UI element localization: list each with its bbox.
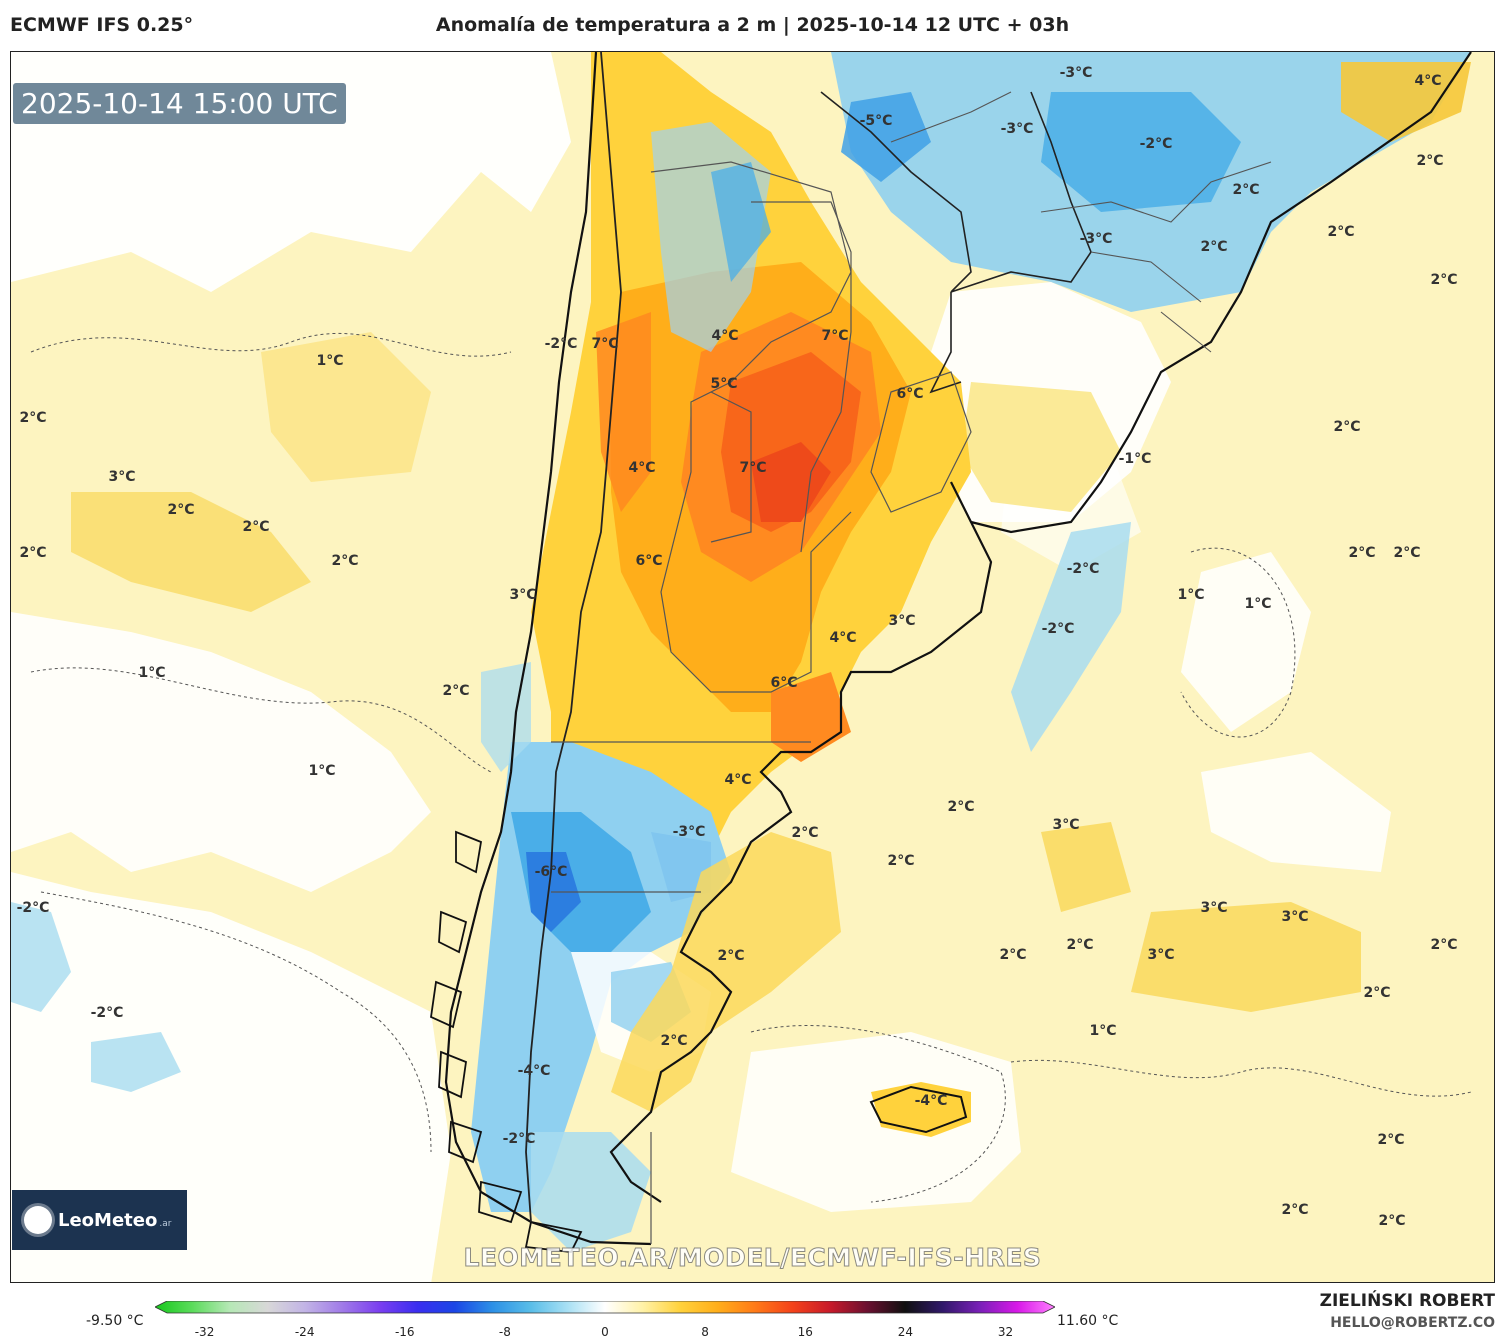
logo-text: LeoMeteo .ar xyxy=(58,1209,172,1231)
anomaly-label: 3°C xyxy=(509,587,537,603)
anomaly-label: 2°C xyxy=(887,853,915,869)
anomaly-label: 2°C xyxy=(1327,224,1355,240)
colorbar-tick-label: 8 xyxy=(701,1325,709,1339)
anomaly-label: -2°C xyxy=(544,336,578,352)
colorbar-min-label: -9.50 °C xyxy=(86,1313,144,1329)
anomaly-label: 1°C xyxy=(138,665,166,681)
anomaly-label: 7°C xyxy=(591,336,619,352)
anomaly-label: 1°C xyxy=(1089,1023,1117,1039)
anomaly-label: 2°C xyxy=(1200,239,1228,255)
anomaly-label: 2°C xyxy=(1393,545,1421,561)
anomaly-label: -5°C xyxy=(859,113,893,129)
anomaly-label: 2°C xyxy=(242,519,270,535)
anomaly-label: -2°C xyxy=(1139,136,1173,152)
anomaly-label: 1°C xyxy=(1177,587,1205,603)
anomaly-label: 2°C xyxy=(1377,1132,1405,1148)
leometeo-logo[interactable]: LeoMeteo .ar xyxy=(12,1190,187,1250)
anomaly-label: -3°C xyxy=(672,824,706,840)
anomaly-label: -3°C xyxy=(1079,231,1113,247)
colorbar xyxy=(155,1301,1055,1314)
anomaly-label: -2°C xyxy=(502,1131,536,1147)
anomaly-label: 2°C xyxy=(167,502,195,518)
anomaly-field xyxy=(11,52,1494,1282)
author-name: ZIELIŃSKI ROBERT xyxy=(1319,1291,1495,1311)
anomaly-label: 3°C xyxy=(1200,900,1228,916)
anomaly-label: -3°C xyxy=(1000,121,1034,137)
map-panel: 2025-10-14 15:00 UTC -2°C 7°C 4°C 7°C 5°C 6°C… xyxy=(10,51,1495,1283)
colorbar-tick-label: 16 xyxy=(797,1325,813,1339)
anomaly-label: 6°C xyxy=(635,553,663,569)
anomaly-label: 2°C xyxy=(1416,153,1444,169)
anomaly-label: 2°C xyxy=(1348,545,1376,561)
anomaly-label: 1°C xyxy=(1244,596,1272,612)
source-watermark[interactable]: LEOMETEO.AR/MODEL/ECMWF-IFS-HRES xyxy=(463,1243,1042,1273)
anomaly-label: -2°C xyxy=(1041,621,1075,637)
anomaly-label: -6°C xyxy=(534,864,568,880)
anomaly-label: 2°C xyxy=(717,948,745,964)
anomaly-label: 4°C xyxy=(711,328,739,344)
anomaly-label: 2°C xyxy=(19,410,47,426)
sun-icon xyxy=(24,1206,52,1234)
anomaly-label: -3°C xyxy=(1059,65,1093,81)
anomaly-label: -2°C xyxy=(1066,561,1100,577)
colorbar-max-label: 11.60 °C xyxy=(1057,1313,1119,1329)
colorbar-tick-label: -24 xyxy=(294,1325,315,1339)
colorbar-tick-label: 24 xyxy=(897,1325,913,1339)
anomaly-label: 5°C xyxy=(710,376,738,392)
anomaly-label: 1°C xyxy=(316,353,344,369)
valid-time-badge: 2025-10-14 15:00 UTC xyxy=(13,83,346,124)
anomaly-label: 2°C xyxy=(791,825,819,841)
anomaly-label: 3°C xyxy=(1052,817,1080,833)
anomaly-label: -1°C xyxy=(1118,451,1152,467)
anomaly-label: -4°C xyxy=(914,1093,948,1109)
anomaly-label: 2°C xyxy=(1430,272,1458,288)
anomaly-label: 6°C xyxy=(896,386,924,402)
anomaly-label: 3°C xyxy=(108,469,136,485)
map-title: Anomalía de temperatura a 2 m | 2025-10-… xyxy=(435,14,1070,36)
anomaly-label: 4°C xyxy=(628,460,656,476)
anomaly-label: 2°C xyxy=(442,683,470,699)
anomaly-label: -2°C xyxy=(16,900,50,916)
colorbar-tick-label: -16 xyxy=(394,1325,415,1339)
anomaly-label: 4°C xyxy=(1414,73,1442,89)
anomaly-label: -4°C xyxy=(517,1063,551,1079)
anomaly-label: 2°C xyxy=(1232,182,1260,198)
anomaly-label: 4°C xyxy=(829,630,857,646)
author-email[interactable]: HELLO@ROBERTZ.CO xyxy=(1330,1315,1495,1331)
colorbar-tick-label: 32 xyxy=(997,1325,1014,1339)
anomaly-label: 3°C xyxy=(1281,909,1309,925)
colorbar-tick-label: 0 xyxy=(601,1325,609,1339)
anomaly-label: 2°C xyxy=(999,947,1027,963)
anomaly-label: 1°C xyxy=(308,763,336,779)
anomaly-label: 2°C xyxy=(1430,937,1458,953)
anomaly-label: 7°C xyxy=(821,328,849,344)
anomaly-label: 2°C xyxy=(1066,937,1094,953)
model-name: ECMWF IFS 0.25° xyxy=(10,14,194,36)
anomaly-label: 2°C xyxy=(1333,419,1361,435)
anomaly-label: 3°C xyxy=(1147,947,1175,963)
anomaly-label: 7°C xyxy=(739,460,767,476)
anomaly-label: 2°C xyxy=(947,799,975,815)
anomaly-label: 2°C xyxy=(1281,1202,1309,1218)
anomaly-label: 4°C xyxy=(724,772,752,788)
anomaly-label: 3°C xyxy=(888,613,916,629)
anomaly-label: -2°C xyxy=(90,1005,124,1021)
anomaly-label: 6°C xyxy=(770,675,798,691)
anomaly-label: 2°C xyxy=(1378,1213,1406,1229)
anomaly-label: 2°C xyxy=(660,1033,688,1049)
colorbar-tick-label: -32 xyxy=(194,1325,215,1339)
anomaly-label: 2°C xyxy=(331,553,359,569)
colorbar-tick-label: -8 xyxy=(498,1325,511,1339)
anomaly-label: 2°C xyxy=(1363,985,1391,1001)
anomaly-label: 2°C xyxy=(19,545,47,561)
